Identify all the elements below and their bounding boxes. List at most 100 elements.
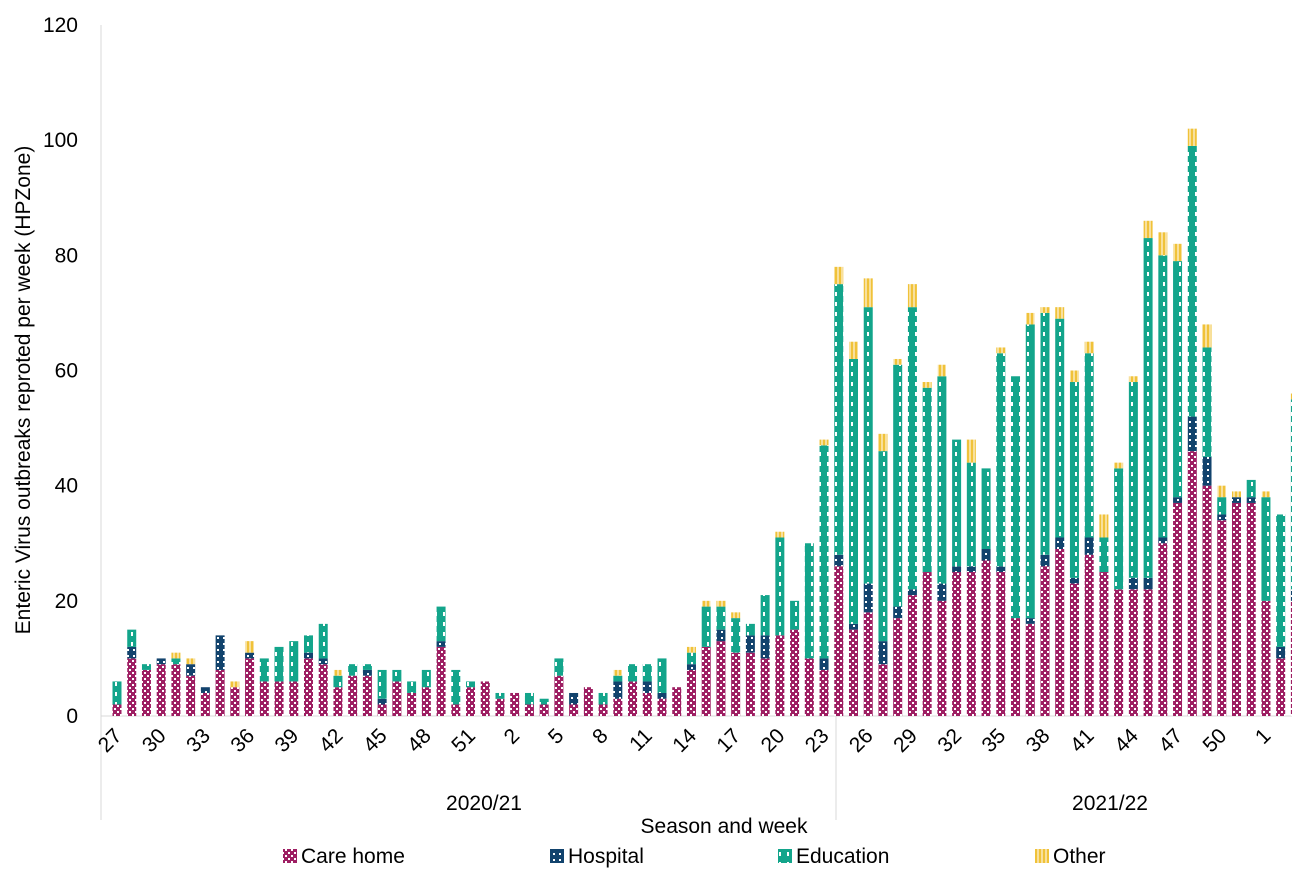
bar-segment-hospital bbox=[907, 589, 917, 596]
bar-segment-other bbox=[1158, 232, 1168, 256]
bar-segment-other bbox=[1025, 312, 1035, 325]
bar-segment-hospital bbox=[1231, 497, 1241, 503]
bar-segment-care-home bbox=[318, 664, 328, 716]
bar-segment-education bbox=[1069, 382, 1079, 578]
bar-segment-education bbox=[849, 358, 858, 624]
bar-segment-care-home bbox=[539, 704, 549, 716]
bar-segment-education bbox=[716, 606, 726, 630]
bar-segment-education bbox=[937, 376, 947, 584]
x-tick-label: 11 bbox=[625, 724, 657, 756]
x-tick-label: 51 bbox=[447, 724, 480, 757]
x-tick-label: 47 bbox=[1154, 724, 1187, 757]
bar-segment-other bbox=[1173, 243, 1183, 262]
bar-segment-education bbox=[451, 669, 461, 705]
bar-segment-other bbox=[1040, 307, 1050, 313]
bar-segment-care-home bbox=[701, 646, 711, 716]
bar-segment-education bbox=[731, 618, 741, 653]
bar-segment-care-home bbox=[878, 664, 888, 716]
bar-segment-education bbox=[878, 451, 888, 642]
bar-segment-hospital bbox=[569, 692, 579, 705]
bar-segment-hospital bbox=[819, 658, 829, 670]
x-tick-label: 1 bbox=[1251, 724, 1276, 749]
bar-segment-other bbox=[1261, 491, 1271, 498]
bar-segment-education bbox=[790, 600, 800, 630]
y-tick-label: 100 bbox=[43, 129, 78, 152]
bar-segment-education bbox=[1040, 312, 1050, 555]
bar-segment-education bbox=[701, 606, 711, 647]
bar-segment-care-home bbox=[348, 675, 358, 716]
bar-segment-care-home bbox=[259, 681, 269, 716]
y-tick-label: 20 bbox=[55, 590, 78, 613]
bar-segment-hospital bbox=[1187, 416, 1197, 452]
bar-segment-hospital bbox=[186, 664, 196, 676]
bar-segment-education bbox=[377, 669, 387, 699]
bar-segment-other bbox=[819, 439, 829, 446]
bar-segment-education bbox=[1261, 497, 1271, 601]
bar-segment-hospital bbox=[981, 549, 991, 561]
bar-segment-care-home bbox=[1025, 623, 1035, 716]
bar-segment-care-home bbox=[775, 635, 785, 716]
y-axis-title: Enteric Virus outbreaks reproted per wee… bbox=[12, 146, 35, 635]
bar-segment-care-home bbox=[819, 669, 829, 716]
bar-segment-hospital bbox=[362, 669, 372, 676]
bar-segment-care-home bbox=[642, 692, 652, 716]
bar-segment-hospital bbox=[1173, 497, 1183, 503]
bar-segment-other bbox=[245, 641, 255, 653]
bar-segment-education bbox=[436, 606, 446, 642]
bar-segment-care-home bbox=[289, 681, 299, 716]
bar-segment-care-home bbox=[333, 687, 343, 716]
y-tick-label: 40 bbox=[55, 475, 78, 498]
bar-segment-hospital bbox=[127, 646, 137, 659]
bar-segment-care-home bbox=[200, 692, 210, 716]
bar-segment-education bbox=[259, 658, 269, 682]
bar-segment-care-home bbox=[112, 704, 122, 716]
bar-segment-hospital bbox=[760, 635, 770, 659]
bar-segment-other bbox=[1187, 128, 1197, 146]
legend-swatch bbox=[550, 849, 564, 863]
bar-segment-hospital bbox=[745, 635, 755, 653]
bar-segment-care-home bbox=[1231, 502, 1241, 716]
bar-segment-other bbox=[775, 531, 785, 538]
bar-segment-care-home bbox=[716, 641, 726, 716]
bar-segment-education bbox=[952, 439, 962, 567]
x-tick-label: 14 bbox=[668, 724, 701, 757]
bar-segment-other bbox=[1202, 324, 1212, 348]
bar-segment-care-home bbox=[245, 658, 255, 716]
bar-segment-care-home bbox=[362, 675, 372, 716]
bar-segment-hospital bbox=[893, 606, 903, 619]
bar-segment-hospital bbox=[1084, 537, 1094, 555]
bar-segment-other bbox=[996, 347, 1006, 354]
legend-item-hospital: Hospital bbox=[550, 845, 644, 868]
x-axis-title: Season and week bbox=[641, 815, 808, 838]
legend-label: Other bbox=[1053, 845, 1106, 868]
bar-segment-care-home bbox=[569, 704, 579, 716]
bar-segment-hospital bbox=[1055, 537, 1065, 550]
bar-segment-education bbox=[112, 681, 122, 705]
bar-segment-care-home bbox=[171, 664, 181, 716]
bar-segment-care-home bbox=[1099, 572, 1109, 716]
season-label: 2021/22 bbox=[1072, 792, 1148, 815]
bar-segment-education bbox=[318, 623, 328, 659]
bar-segment-hospital bbox=[1202, 456, 1212, 486]
bar-segment-other bbox=[230, 681, 240, 688]
bar-segment-other bbox=[878, 433, 888, 452]
bar-segment-education bbox=[804, 543, 814, 659]
bar-segment-care-home bbox=[657, 698, 667, 717]
bar-segment-other bbox=[171, 652, 181, 659]
bar-segment-hospital bbox=[436, 641, 446, 647]
bar-segment-other bbox=[907, 284, 917, 308]
bar-segment-hospital bbox=[1025, 618, 1035, 624]
bar-segment-other bbox=[1128, 376, 1138, 383]
bar-segment-care-home bbox=[907, 595, 917, 717]
bar-segment-hospital bbox=[1069, 577, 1079, 584]
y-tick-label: 60 bbox=[55, 360, 78, 383]
bars-group bbox=[112, 128, 1292, 717]
bar-segment-education bbox=[554, 658, 564, 676]
bar-segment-education bbox=[1143, 238, 1153, 578]
bar-segment-education bbox=[981, 468, 991, 550]
x-tick-label: 41 bbox=[1066, 724, 1099, 757]
bar-segment-care-home bbox=[1011, 618, 1021, 716]
bar-segment-education bbox=[1187, 145, 1197, 417]
x-tick-label: 45 bbox=[359, 724, 392, 757]
